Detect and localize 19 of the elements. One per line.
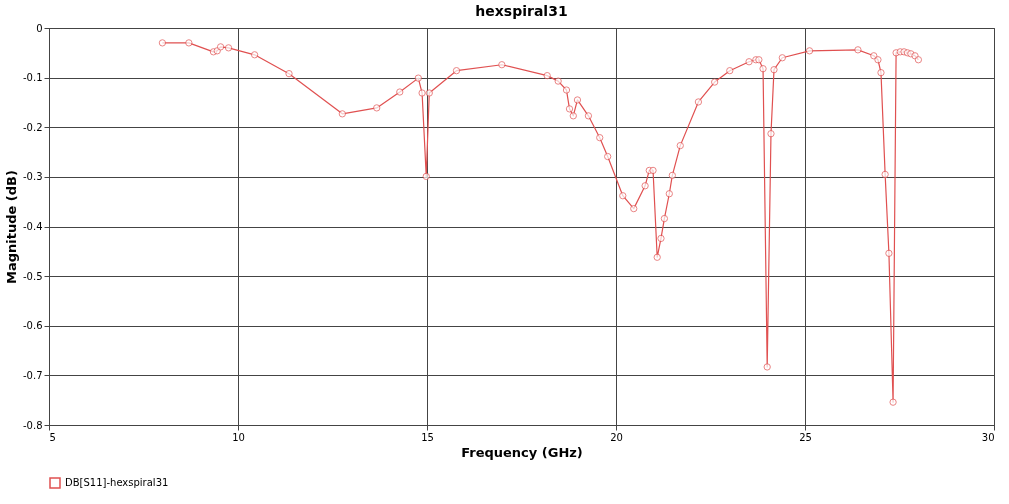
y-tick-label: -0.4 [22, 221, 43, 232]
chart-title: hexspiral31 [475, 3, 568, 19]
y-tick-label: 0 [36, 22, 43, 34]
y-tick-label: -0.7 [22, 369, 43, 381]
x-tick-label: 10 [232, 431, 245, 443]
y-tick-label: -0.2 [22, 121, 43, 133]
x-tick-label: 30 [981, 431, 995, 443]
x-tick-label: 5 [49, 431, 56, 443]
y-tick-label: -0.6 [22, 320, 43, 332]
x-tick-label: 20 [610, 431, 623, 443]
y-axis-title: Magnitude (dB) [3, 170, 19, 284]
y-tick-label: -0.8 [22, 419, 43, 431]
legend-label: DB[S11]-hexspiral31 [65, 477, 169, 488]
x-tick-label: 25 [799, 431, 812, 443]
y-tick-label: -0.1 [22, 72, 43, 84]
x-tick-label: 15 [421, 431, 434, 443]
y-tick-label: -0.3 [22, 171, 43, 183]
y-tick-label: -0.5 [22, 270, 43, 282]
x-axis-title: Frequency (GHz) [461, 444, 583, 460]
